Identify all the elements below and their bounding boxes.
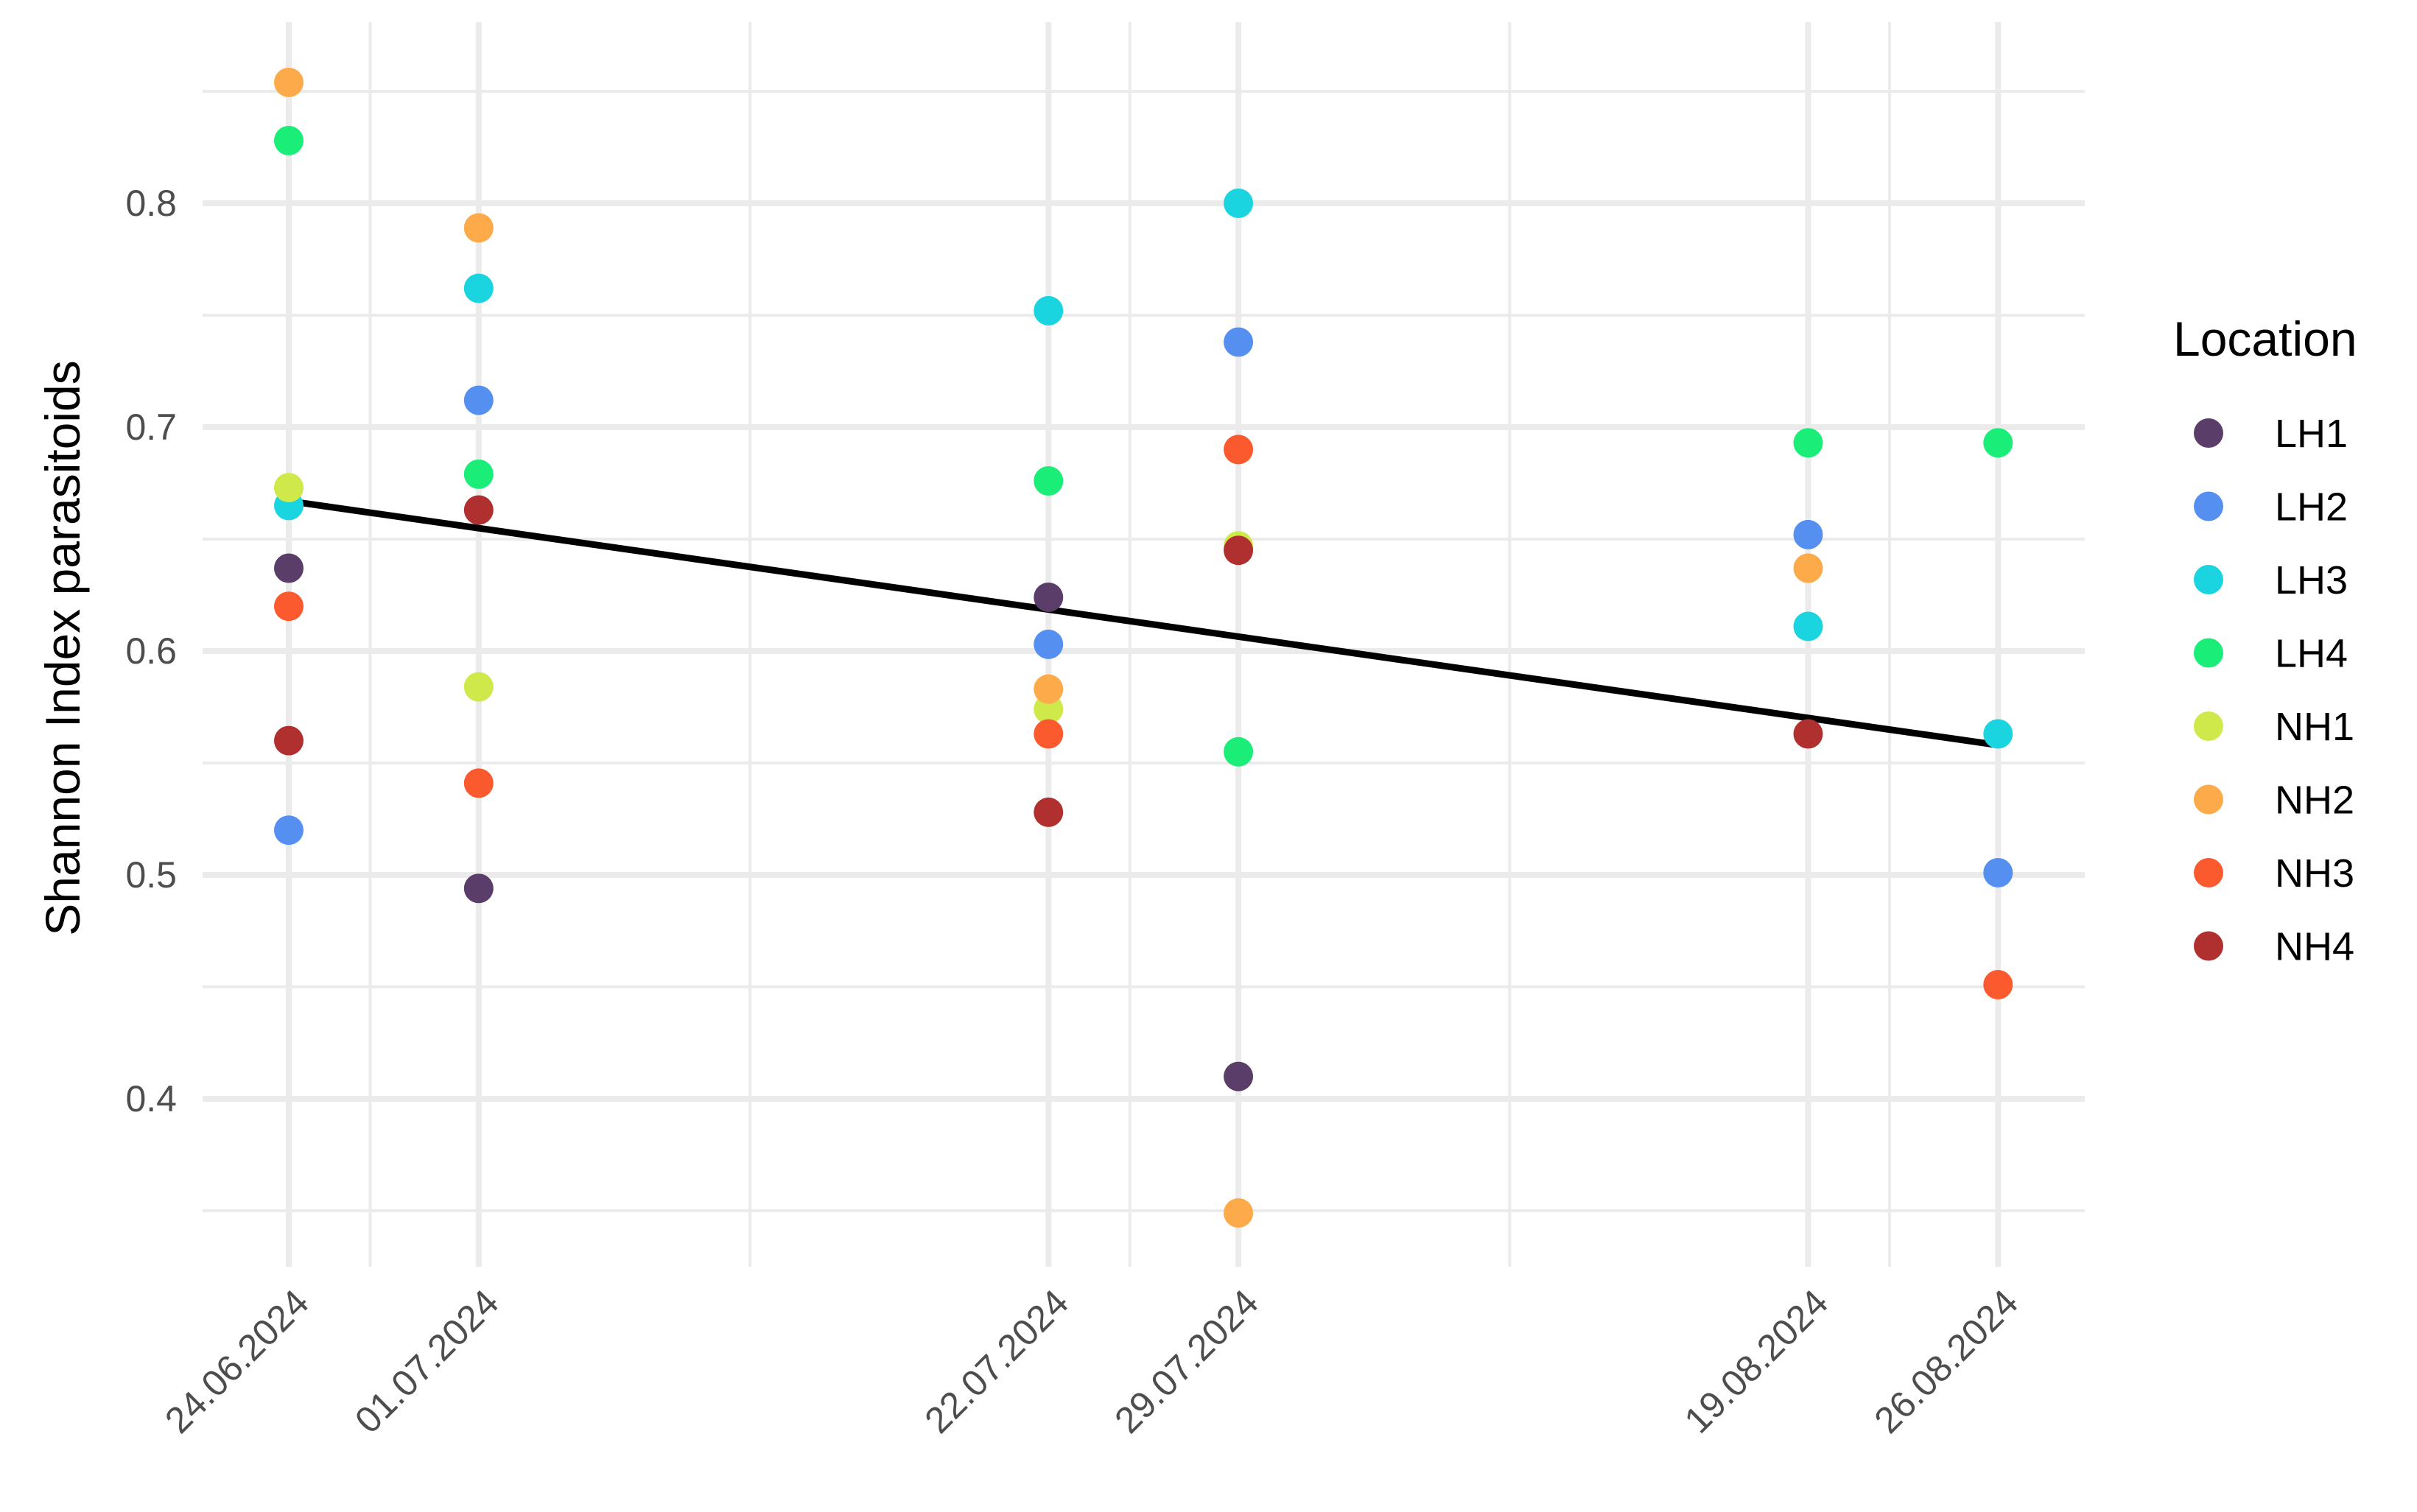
legend-label-lh2: LH2 (2275, 485, 2348, 530)
grid-layer (203, 22, 2085, 1267)
legend-label-lh4: LH4 (2275, 632, 2348, 676)
data-point-nh3 (1034, 719, 1064, 749)
legend-key-lh4 (2194, 638, 2223, 668)
data-point-nh4 (1793, 719, 1823, 749)
trend-line (288, 497, 1999, 749)
data-point-lh2 (463, 385, 494, 415)
data-point-nh2 (1034, 674, 1064, 704)
x-tick-label: 29.07.2024 (1106, 1281, 1266, 1441)
legend-label-lh1: LH1 (2275, 412, 2348, 456)
data-point-nh1 (274, 473, 304, 503)
data-point-nh2 (463, 213, 494, 243)
data-point-nh2 (274, 67, 304, 97)
legend-label-nh4: NH4 (2275, 925, 2354, 969)
data-point-nh3 (274, 591, 304, 622)
y-tick-label: 0.6 (125, 630, 177, 672)
data-point-lh4 (274, 125, 304, 155)
data-point-nh3 (1224, 435, 1254, 465)
data-point-nh3 (463, 768, 494, 798)
y-tick-label: 0.5 (125, 854, 177, 896)
y-tick-label: 0.4 (125, 1078, 177, 1119)
legend-items: LH1 LH2 LH3 LH4 NH1 NH2 NH3 NH4 (2194, 412, 2354, 969)
data-point-lh2 (1793, 519, 1823, 549)
x-tick-label: 22.07.2024 (916, 1281, 1076, 1441)
legend-label-nh1: NH1 (2275, 705, 2354, 749)
data-point-lh3 (1224, 189, 1254, 218)
data-point-lh3 (1983, 719, 2013, 749)
data-point-lh1 (463, 873, 494, 904)
legend: Location LH1 LH2 LH3 LH4 NH1 NH2 NH3 NH4 (2173, 312, 2357, 969)
data-point-lh4 (1793, 428, 1823, 458)
data-point-lh2 (1034, 629, 1064, 659)
x-tick-label: 19.08.2024 (1677, 1281, 1837, 1441)
legend-key-nh1 (2194, 711, 2223, 741)
data-point-lh4 (1034, 465, 1064, 496)
legend-title: Location (2173, 312, 2357, 366)
x-tick-label: 24.06.2024 (157, 1281, 317, 1441)
legend-label-lh3: LH3 (2275, 558, 2348, 602)
y-tick-label: 0.8 (125, 183, 177, 224)
data-point-nh1 (1034, 695, 1064, 725)
data-point-lh4 (1983, 428, 2013, 458)
legend-key-lh3 (2194, 565, 2223, 594)
legend-key-lh1 (2194, 418, 2223, 448)
legend-key-lh2 (2194, 491, 2223, 521)
data-point-lh2 (1983, 857, 2013, 887)
legend-key-nh4 (2194, 931, 2223, 961)
trend-layer (288, 497, 1999, 749)
data-point-lh3 (463, 273, 494, 303)
data-point-lh3 (1034, 295, 1064, 326)
data-point-nh3 (1983, 969, 2013, 999)
legend-key-nh2 (2194, 784, 2223, 815)
legend-label-nh3: NH3 (2275, 851, 2354, 896)
x-tick-label: 01.07.2024 (347, 1281, 507, 1441)
data-point-nh4 (463, 495, 494, 525)
y-axis-ticks: 0.4 0.5 0.6 0.7 0.8 (125, 183, 177, 1119)
data-point-nh4 (1224, 535, 1254, 566)
legend-label-nh2: NH2 (2275, 778, 2354, 823)
legend-key-nh3 (2194, 858, 2223, 887)
y-tick-label: 0.7 (125, 407, 177, 448)
data-point-nh4 (1034, 797, 1064, 827)
data-point-lh1 (1224, 1061, 1254, 1091)
y-axis-title: Shannon Index parasitoids (35, 360, 90, 936)
data-point-lh2 (1224, 327, 1254, 357)
data-point-nh1 (463, 672, 494, 702)
data-point-nh2 (1224, 1198, 1254, 1228)
points-layer (274, 67, 2013, 1228)
x-tick-label: 26.08.2024 (1867, 1281, 2027, 1441)
data-point-lh2 (274, 815, 304, 845)
x-axis-ticks: 24.06.2024 01.07.2024 22.07.2024 29.07.2024… (157, 1281, 2026, 1441)
data-point-lh1 (274, 553, 304, 583)
data-point-lh4 (1224, 736, 1254, 767)
data-point-nh4 (274, 725, 304, 756)
data-point-lh1 (1034, 583, 1064, 613)
data-point-nh2 (1793, 553, 1823, 583)
data-point-lh3 (1793, 611, 1823, 641)
data-point-lh4 (463, 459, 494, 489)
